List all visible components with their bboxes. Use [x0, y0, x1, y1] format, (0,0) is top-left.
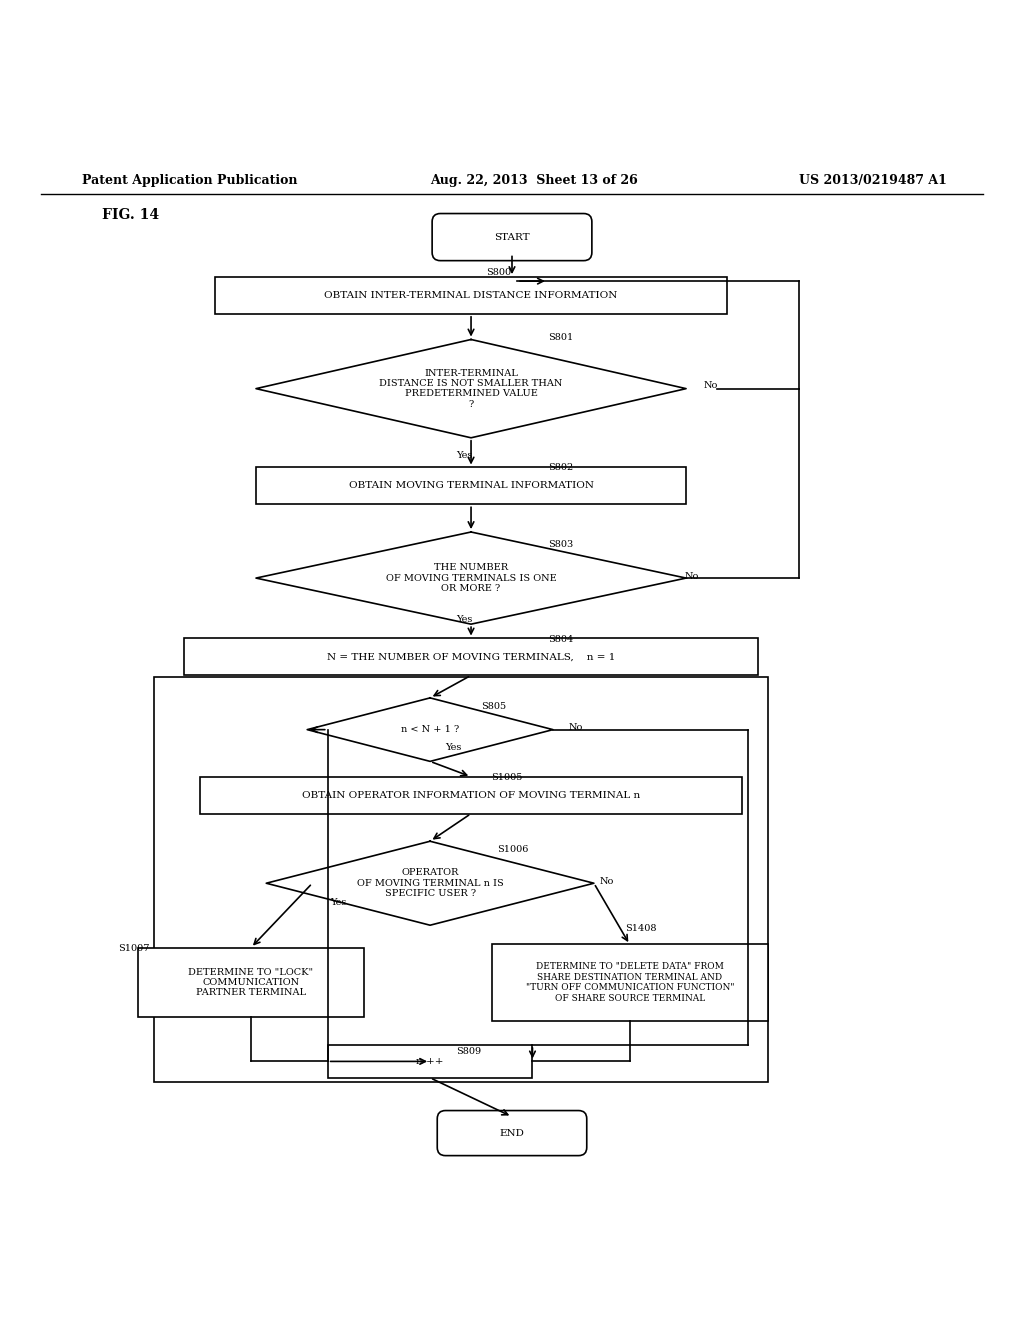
Text: START: START: [495, 232, 529, 242]
Bar: [200, 776, 742, 813]
Text: S804: S804: [548, 635, 573, 644]
Text: OBTAIN MOVING TERMINAL INFORMATION: OBTAIN MOVING TERMINAL INFORMATION: [348, 482, 594, 491]
Text: S801: S801: [548, 333, 573, 342]
Bar: [154, 677, 768, 1082]
Text: OBTAIN OPERATOR INFORMATION OF MOVING TERMINAL n: OBTAIN OPERATOR INFORMATION OF MOVING TE…: [302, 791, 640, 800]
Text: No: No: [703, 381, 718, 391]
Text: n < N + 1 ?: n < N + 1 ?: [401, 725, 459, 734]
Text: No: No: [600, 876, 614, 886]
Text: FIG. 14: FIG. 14: [102, 207, 160, 222]
Text: US 2013/0219487 A1: US 2013/0219487 A1: [799, 174, 946, 187]
Text: No: No: [568, 723, 583, 733]
Polygon shape: [256, 532, 686, 624]
Bar: [256, 467, 686, 504]
Text: Yes: Yes: [456, 615, 472, 623]
Bar: [138, 948, 364, 1018]
Text: n ++: n ++: [417, 1057, 443, 1067]
Text: S1007: S1007: [118, 944, 150, 953]
Text: Yes: Yes: [330, 898, 346, 907]
Text: Aug. 22, 2013  Sheet 13 of 26: Aug. 22, 2013 Sheet 13 of 26: [430, 174, 638, 187]
Bar: [215, 277, 727, 314]
Polygon shape: [256, 339, 686, 438]
Polygon shape: [307, 698, 553, 762]
Bar: [492, 944, 768, 1020]
Text: S1005: S1005: [492, 774, 523, 783]
FancyBboxPatch shape: [437, 1110, 587, 1155]
Text: OBTAIN INTER-TERMINAL DISTANCE INFORMATION: OBTAIN INTER-TERMINAL DISTANCE INFORMATI…: [325, 290, 617, 300]
FancyBboxPatch shape: [432, 214, 592, 260]
Text: INTER-TERMINAL
DISTANCE IS NOT SMALLER THAN
PREDETERMINED VALUE
?: INTER-TERMINAL DISTANCE IS NOT SMALLER T…: [379, 368, 563, 409]
Bar: [328, 1045, 532, 1078]
Text: END: END: [500, 1129, 524, 1138]
Text: DETERMINE TO "LOCK"
COMMUNICATION
PARTNER TERMINAL: DETERMINE TO "LOCK" COMMUNICATION PARTNE…: [188, 968, 313, 998]
Text: OPERATOR
OF MOVING TERMINAL n IS
SPECIFIC USER ?: OPERATOR OF MOVING TERMINAL n IS SPECIFI…: [356, 869, 504, 898]
Text: S805: S805: [481, 702, 507, 710]
Text: S1006: S1006: [497, 845, 528, 854]
Text: S1408: S1408: [625, 924, 656, 933]
Text: THE NUMBER
OF MOVING TERMINALS IS ONE
OR MORE ?: THE NUMBER OF MOVING TERMINALS IS ONE OR…: [386, 564, 556, 593]
Text: Yes: Yes: [456, 450, 472, 459]
Text: Yes: Yes: [445, 743, 462, 751]
Text: Patent Application Publication: Patent Application Publication: [82, 174, 297, 187]
Text: N = THE NUMBER OF MOVING TERMINALS,    n = 1: N = THE NUMBER OF MOVING TERMINALS, n = …: [327, 652, 615, 661]
Text: No: No: [685, 572, 699, 581]
Text: S802: S802: [548, 463, 573, 473]
Text: S809: S809: [456, 1047, 481, 1056]
Bar: [184, 639, 758, 676]
Text: S803: S803: [548, 540, 573, 549]
Polygon shape: [266, 841, 594, 925]
Text: S800: S800: [486, 268, 512, 277]
Text: DETERMINE TO "DELETE DATA" FROM
SHARE DESTINATION TERMINAL AND
"TURN OFF COMMUNI: DETERMINE TO "DELETE DATA" FROM SHARE DE…: [525, 962, 734, 1003]
